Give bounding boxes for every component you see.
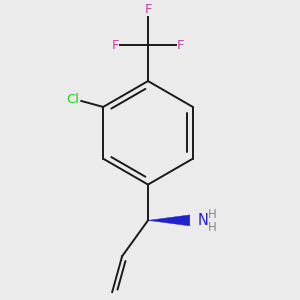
Text: H: H (208, 221, 217, 234)
Text: F: F (177, 39, 184, 52)
Text: H: H (208, 208, 217, 221)
Polygon shape (148, 215, 190, 226)
Text: Cl: Cl (66, 94, 79, 106)
Text: F: F (144, 3, 152, 16)
Text: N: N (198, 213, 208, 228)
Text: F: F (112, 39, 119, 52)
